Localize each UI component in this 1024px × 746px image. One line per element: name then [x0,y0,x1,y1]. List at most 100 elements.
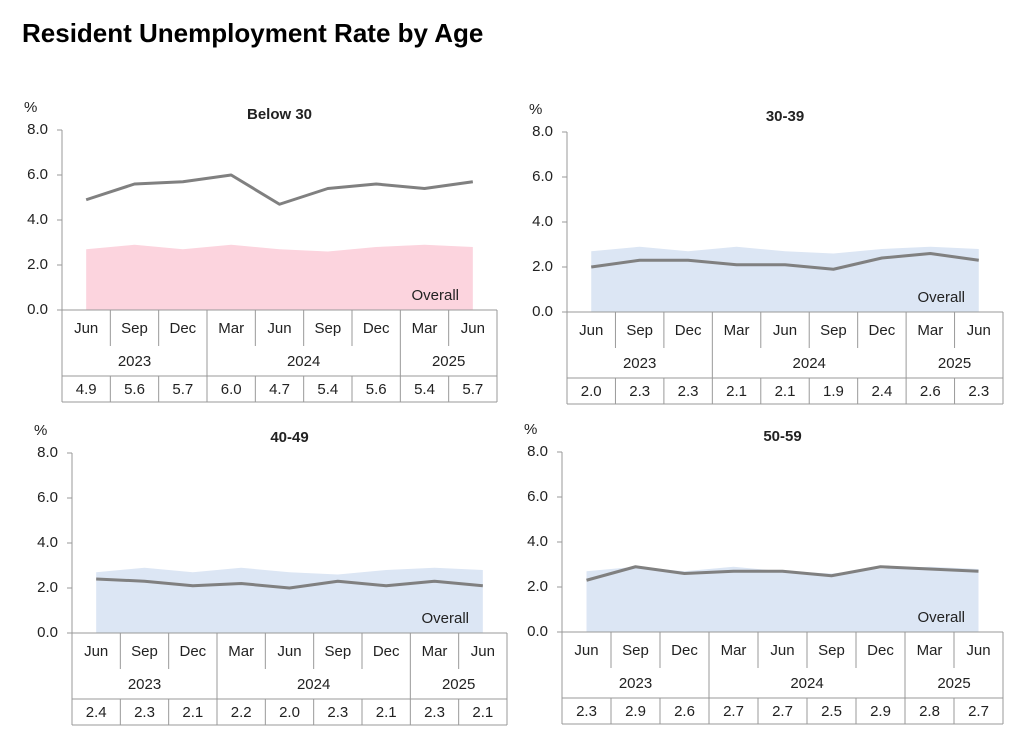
x-tick-label: Dec [675,322,702,339]
value-label: 5.4 [317,381,338,398]
x-tick-label: Jun [471,643,495,660]
overall-area [86,244,473,310]
x-tick-label: Mar [917,322,943,339]
x-tick-label: Dec [179,643,206,660]
value-label: 2.9 [870,703,891,720]
age-line [591,252,979,271]
y-tick-label: 4.0 [37,534,58,551]
value-label: 5.6 [366,381,387,398]
y-tick-label: 2.0 [27,256,48,273]
x-tick-label: Mar [721,642,747,659]
y-unit-label: % [524,421,537,438]
value-label: 2.8 [919,703,940,720]
year-label: 2023 [623,355,656,372]
y-tick-label: 6.0 [527,488,548,505]
year-label: 2023 [128,676,161,693]
x-tick-label: Sep [622,642,649,659]
y-unit-label: % [24,99,37,116]
age-line [85,173,474,206]
x-tick-label: Mar [422,643,448,660]
area-label: Overall [917,609,965,626]
value-label: 5.6 [124,381,145,398]
value-label: 2.5 [821,703,842,720]
x-tick-label: Jun [574,642,598,659]
x-tick-label: Jun [579,322,603,339]
y-tick-label: 0.0 [532,303,553,320]
x-tick-label: Dec [363,320,390,337]
value-label: 2.0 [581,383,602,400]
x-tick-label: Jun [277,643,301,660]
x-tick-label: Sep [626,322,653,339]
x-tick-label: Sep [131,643,158,660]
x-tick-label: Mar [228,643,254,660]
x-tick-label: Sep [324,643,351,660]
value-label: 2.7 [723,703,744,720]
y-tick-label: 8.0 [27,121,48,138]
y-tick-label: 4.0 [532,213,553,230]
y-tick-label: 4.0 [527,533,548,550]
value-label: 2.4 [86,704,107,721]
y-tick-label: 6.0 [37,489,58,506]
year-label: 2024 [287,353,320,370]
y-tick-label: 6.0 [27,166,48,183]
x-tick-label: Mar [724,322,750,339]
y-tick-label: 6.0 [532,168,553,185]
value-label: 6.0 [221,381,242,398]
y-tick-label: 0.0 [527,623,548,640]
value-label: 2.7 [772,703,793,720]
value-label: 2.1 [182,704,203,721]
value-label: 4.9 [76,381,97,398]
panel-title: 30-39 [766,108,804,125]
panel-title: Below 30 [247,106,312,123]
y-tick-label: 2.0 [37,579,58,596]
x-tick-label: Jun [267,320,291,337]
year-label: 2023 [619,675,652,692]
y-tick-label: 0.0 [27,301,48,318]
x-tick-label: Jun [770,642,794,659]
value-label: 2.3 [629,383,650,400]
value-label: 2.3 [968,383,989,400]
x-tick-label: Sep [121,320,148,337]
value-label: 2.3 [576,703,597,720]
y-tick-label: 4.0 [27,211,48,228]
area-label: Overall [421,610,469,627]
value-label: 2.1 [775,383,796,400]
year-label: 2024 [297,676,330,693]
value-label: 2.4 [871,383,892,400]
y-tick-label: 8.0 [37,444,58,461]
value-label: 2.3 [424,704,445,721]
area-label: Overall [917,289,965,306]
panel-title: 50-59 [763,428,801,445]
age-line [96,577,483,590]
x-tick-label: Sep [820,322,847,339]
year-label: 2025 [938,355,971,372]
panel-title: 40-49 [270,429,308,446]
value-label: 2.6 [920,383,941,400]
x-tick-label: Jun [967,322,991,339]
overall-area [591,246,979,312]
x-tick-label: Sep [314,320,341,337]
x-tick-label: Dec [867,642,894,659]
y-tick-label: 2.0 [532,258,553,275]
x-tick-label: Mar [218,320,244,337]
value-label: 5.7 [172,381,193,398]
value-label: 2.3 [678,383,699,400]
value-label: 4.7 [269,381,290,398]
overall-area [586,566,979,632]
y-tick-label: 8.0 [532,123,553,140]
x-tick-label: Sep [818,642,845,659]
x-tick-label: Dec [169,320,196,337]
x-tick-label: Jun [84,643,108,660]
x-tick-label: Jun [74,320,98,337]
y-unit-label: % [34,422,47,439]
value-label: 2.1 [472,704,493,721]
year-label: 2025 [432,353,465,370]
age-line [586,565,979,582]
year-label: 2023 [118,353,151,370]
value-label: 5.4 [414,381,435,398]
overall-area [96,567,483,633]
x-tick-label: Dec [869,322,896,339]
value-label: 2.0 [279,704,300,721]
value-label: 2.1 [376,704,397,721]
value-label: 2.1 [726,383,747,400]
